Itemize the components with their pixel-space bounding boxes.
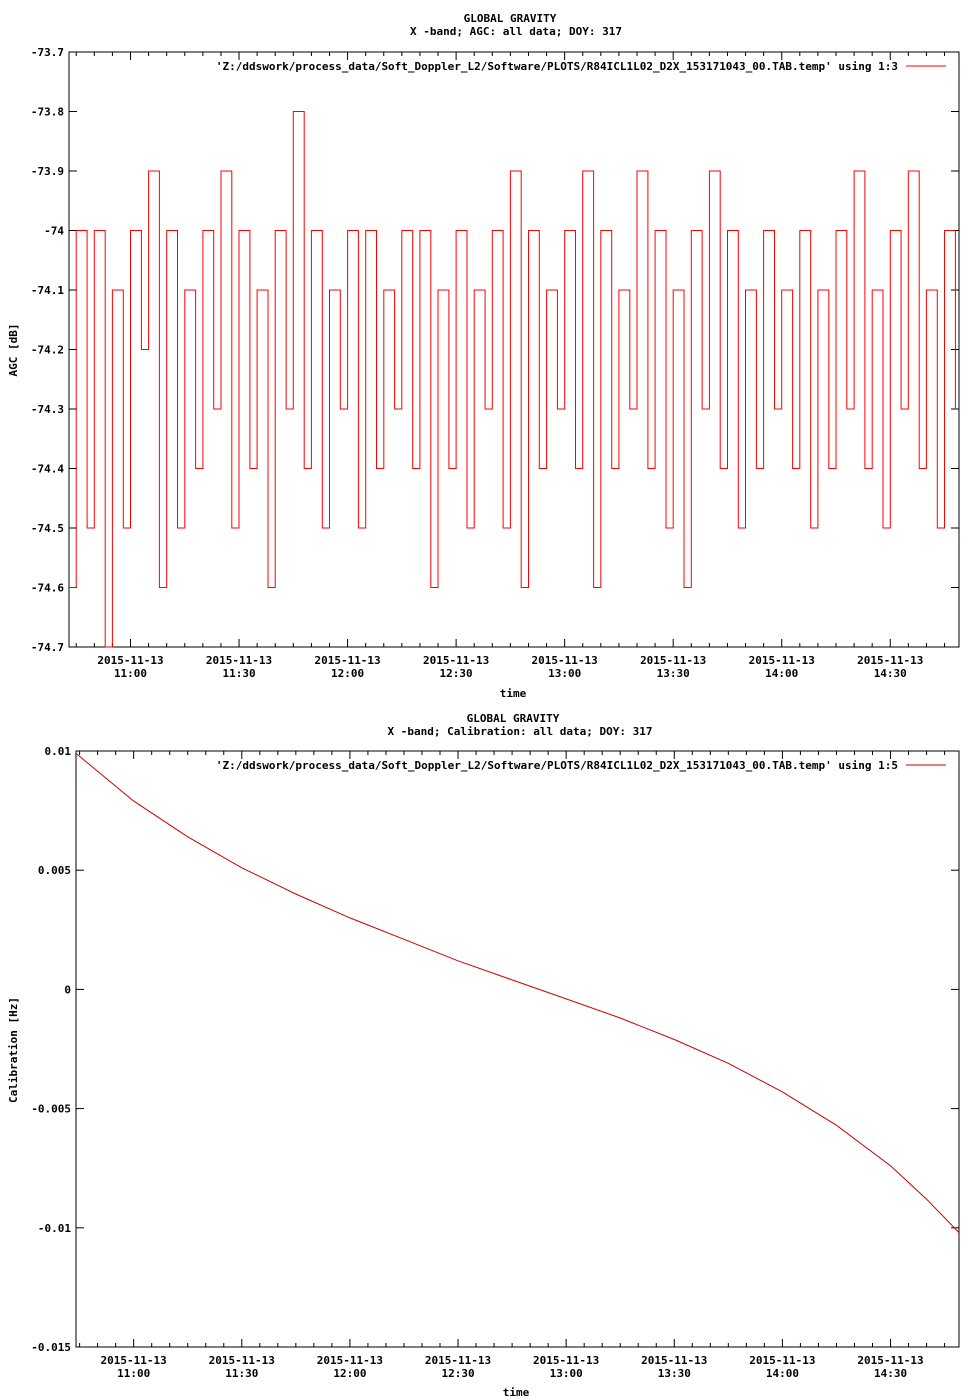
calibration-x-tick-time: 11:00 (117, 1367, 150, 1380)
calibration-x-tick-time: 13:00 (550, 1367, 583, 1380)
calibration-x-tick-time: 13:30 (658, 1367, 691, 1380)
calibration-chart: GLOBAL GRAVITY X -band; Calibration: all… (7, 712, 960, 1399)
agc-chart: GLOBAL GRAVITY X -band; AGC: all data; D… (7, 12, 960, 700)
agc-x-tick-time: 14:30 (874, 667, 907, 680)
agc-x-tick-date: 2015-11-13 (206, 654, 272, 667)
calibration-y-tick-label: 0 (64, 983, 71, 996)
agc-y-tick-label: -74.6 (31, 582, 64, 595)
agc-y-axis: -73.7 -73.8 -73.9 -74 -74.1 -74.2 -74.3 -74.4 -7… (31, 46, 959, 654)
calibration-x-tick-time: 12:30 (441, 1367, 474, 1380)
calibration-x-tick-date: 2015-11-13 (101, 1354, 167, 1367)
agc-x-tick-time: 12:00 (331, 667, 364, 680)
agc-x-tick-date: 2015-11-13 (423, 654, 489, 667)
agc-y-tick-label: -74.7 (31, 641, 64, 654)
agc-y-tick-label: -73.9 (31, 165, 64, 178)
agc-x-tick-time: 11:30 (222, 667, 255, 680)
agc-x-tick-date: 2015-11-13 (97, 654, 163, 667)
agc-y-tick-label: -74.5 (31, 522, 64, 535)
agc-chart-subtitle: X -band; AGC: all data; DOY: 317 (410, 25, 622, 38)
calibration-legend: 'Z:/ddswork/process_data/Soft_Doppler_L2… (216, 759, 946, 772)
calibration-x-tick-date: 2015-11-13 (641, 1354, 707, 1367)
calibration-y-tick-label: -0.01 (38, 1222, 71, 1235)
agc-x-tick-time: 14:00 (765, 667, 798, 680)
agc-x-tick-date: 2015-11-13 (314, 654, 380, 667)
calibration-x-tick-date: 2015-11-13 (857, 1354, 923, 1367)
agc-legend-label: 'Z:/ddswork/process_data/Soft_Doppler_L2… (216, 60, 898, 73)
calibration-legend-label: 'Z:/ddswork/process_data/Soft_Doppler_L2… (216, 759, 898, 772)
agc-x-tick-time: 11:00 (114, 667, 147, 680)
agc-x-tick-time: 13:00 (548, 667, 581, 680)
agc-y-tick-label: -74.3 (31, 403, 64, 416)
calibration-x-tick-time: 14:00 (766, 1367, 799, 1380)
calibration-x-tick-time: 14:30 (874, 1367, 907, 1380)
agc-y-tick-label: -74.4 (31, 463, 64, 476)
calibration-series-line (75, 753, 960, 1233)
calibration-x-axis-label: time (503, 1386, 530, 1399)
agc-series-line (69, 111, 956, 648)
agc-y-tick-label: -74.2 (31, 344, 64, 357)
agc-x-axis: 2015-11-1311:002015-11-1311:302015-11-13… (75, 52, 946, 680)
calibration-y-axis: 0.01 0.005 0 -0.005 -0.01 -0.015 (31, 745, 959, 1354)
calibration-x-tick-date: 2015-11-13 (533, 1354, 599, 1367)
agc-legend: 'Z:/ddswork/process_data/Soft_Doppler_L2… (216, 60, 946, 73)
calibration-y-tick-label: 0.005 (38, 864, 71, 877)
agc-y-axis-label: AGC [dB] (7, 324, 20, 377)
calibration-x-tick-date: 2015-11-13 (425, 1354, 491, 1367)
calibration-y-tick-label: -0.005 (31, 1103, 71, 1116)
calibration-x-tick-date: 2015-11-13 (749, 1354, 815, 1367)
agc-x-tick-date: 2015-11-13 (857, 654, 923, 667)
calibration-x-tick-date: 2015-11-13 (209, 1354, 275, 1367)
agc-y-tick-label: -73.8 (31, 106, 64, 119)
agc-x-tick-date: 2015-11-13 (640, 654, 706, 667)
agc-y-tick-label: -73.7 (31, 46, 64, 59)
calibration-y-tick-label: 0.01 (45, 745, 72, 758)
calibration-y-tick-label: -0.015 (31, 1341, 71, 1354)
calibration-x-tick-time: 11:30 (225, 1367, 258, 1380)
agc-chart-title: GLOBAL GRAVITY (464, 12, 557, 25)
calibration-chart-subtitle: X -band; Calibration: all data; DOY: 317 (388, 725, 653, 738)
calibration-x-tick-time: 12:00 (333, 1367, 366, 1380)
agc-x-axis-label: time (500, 687, 527, 700)
agc-y-tick-label: -74 (44, 225, 64, 238)
agc-x-tick-date: 2015-11-13 (749, 654, 815, 667)
calibration-y-axis-label: Calibration [Hz] (7, 997, 20, 1103)
agc-x-tick-time: 12:30 (440, 667, 473, 680)
calibration-chart-title: GLOBAL GRAVITY (467, 712, 560, 725)
calibration-x-axis: 2015-11-1311:002015-11-1311:302015-11-13… (79, 751, 946, 1380)
calibration-plot-frame (75, 750, 960, 1348)
agc-y-tick-label: -74.1 (31, 284, 64, 297)
agc-x-tick-date: 2015-11-13 (532, 654, 598, 667)
calibration-x-tick-date: 2015-11-13 (317, 1354, 383, 1367)
agc-x-tick-time: 13:30 (657, 667, 690, 680)
